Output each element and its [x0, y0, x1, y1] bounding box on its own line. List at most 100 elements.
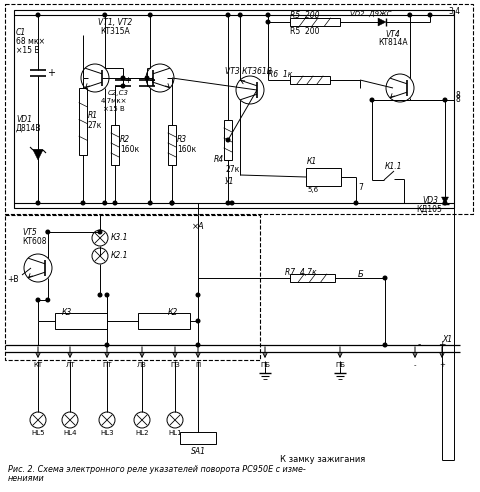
Text: 160к: 160к [177, 146, 196, 154]
Text: VT4: VT4 [385, 30, 400, 39]
Text: VD3: VD3 [422, 196, 438, 205]
Text: +: + [148, 76, 155, 85]
Bar [306, 168, 341, 186]
Circle shape [443, 98, 447, 102]
Text: Д814В: Д814В [16, 124, 41, 133]
Text: ПБ: ПБ [260, 362, 270, 368]
Text: 5,6: 5,6 [307, 187, 318, 193]
Text: R7  4,7к: R7 4,7к [285, 268, 317, 277]
Text: нениями: нениями [8, 474, 45, 483]
Text: +: + [47, 68, 55, 78]
Text: ×А: ×А [192, 222, 205, 231]
Circle shape [113, 201, 117, 205]
Circle shape [226, 201, 230, 205]
Text: R1: R1 [88, 112, 98, 121]
Text: C2,C3: C2,C3 [108, 90, 129, 96]
Text: 68 мк×: 68 мк× [16, 37, 45, 46]
Circle shape [383, 343, 387, 347]
Circle shape [36, 201, 40, 205]
Circle shape [170, 201, 174, 205]
Bar [5, 4, 473, 214]
Text: 8: 8 [456, 91, 461, 99]
Text: К3: К3 [62, 308, 72, 317]
Text: 27к: 27к [225, 165, 240, 174]
Text: Х1: Х1 [442, 335, 452, 344]
Text: П: П [195, 362, 201, 368]
Text: 160к: 160к [120, 146, 139, 154]
Text: C1: C1 [16, 28, 26, 37]
Text: КТ315А: КТ315А [100, 27, 130, 36]
Text: 27к: 27к [88, 122, 102, 130]
Circle shape [266, 13, 270, 17]
Text: К3.1: К3.1 [111, 234, 129, 243]
Circle shape [196, 343, 200, 347]
Text: ПЗ: ПЗ [170, 362, 180, 368]
Circle shape [148, 13, 152, 17]
Bar [290, 76, 330, 84]
Text: ЛЗ: ЛЗ [137, 362, 147, 368]
Text: HL1: HL1 [168, 430, 182, 436]
Circle shape [46, 230, 49, 234]
Text: HL5: HL5 [31, 430, 45, 436]
Text: VT5: VT5 [22, 228, 37, 237]
Text: -: - [418, 340, 421, 349]
Circle shape [383, 276, 387, 280]
Text: ПБ: ПБ [335, 362, 345, 368]
Text: R2: R2 [120, 135, 130, 145]
Text: У1: У1 [225, 177, 235, 186]
Circle shape [105, 293, 109, 297]
Circle shape [103, 201, 107, 205]
Circle shape [148, 201, 152, 205]
Text: КД105: КД105 [416, 205, 442, 214]
Polygon shape [378, 18, 386, 26]
Text: HL4: HL4 [63, 430, 77, 436]
Bar [290, 18, 340, 26]
Text: К2.1: К2.1 [111, 251, 129, 260]
Bar [224, 120, 232, 160]
Circle shape [170, 201, 174, 205]
Bar [5, 215, 260, 360]
Text: 8: 8 [456, 95, 461, 104]
Text: +В: +В [7, 275, 19, 284]
Bar [111, 125, 119, 165]
Circle shape [46, 298, 49, 302]
Circle shape [239, 13, 242, 17]
Text: HL2: HL2 [135, 430, 149, 436]
Circle shape [121, 76, 125, 80]
Circle shape [36, 298, 40, 302]
Polygon shape [33, 150, 43, 160]
Circle shape [103, 13, 107, 17]
Text: +: + [124, 76, 131, 85]
Circle shape [226, 138, 230, 142]
Text: 4,7мк×: 4,7мк× [101, 98, 127, 104]
Text: КТ: КТ [34, 362, 43, 368]
Text: -: - [414, 362, 416, 368]
Text: КТ814А: КТ814А [378, 38, 408, 47]
Circle shape [98, 230, 102, 234]
Circle shape [105, 343, 109, 347]
Text: R5  200: R5 200 [290, 11, 320, 20]
Circle shape [230, 201, 234, 205]
Polygon shape [442, 197, 448, 204]
Text: VT1, VT2: VT1, VT2 [98, 18, 132, 27]
Text: VT3 КТ361В: VT3 КТ361В [225, 67, 272, 76]
Circle shape [428, 13, 432, 17]
Text: ×15 В: ×15 В [103, 106, 125, 112]
Text: 3,4: 3,4 [448, 7, 460, 16]
Circle shape [36, 13, 40, 17]
Bar [55, 313, 107, 329]
Circle shape [196, 293, 200, 297]
Text: R3: R3 [177, 135, 187, 145]
Text: К1.1: К1.1 [385, 162, 403, 171]
Circle shape [443, 201, 447, 205]
Text: ЛТ: ЛТ [65, 362, 75, 368]
Circle shape [408, 13, 412, 17]
Circle shape [81, 201, 85, 205]
Text: VD1: VD1 [16, 115, 32, 124]
Text: КТ608: КТ608 [22, 237, 47, 246]
Text: К замку зажигания: К замку зажигания [280, 455, 365, 464]
Text: Б: Б [358, 270, 364, 279]
Text: VD2  Д9ЖС: VD2 Д9ЖС [350, 11, 392, 17]
Circle shape [121, 84, 125, 88]
Circle shape [196, 319, 200, 323]
